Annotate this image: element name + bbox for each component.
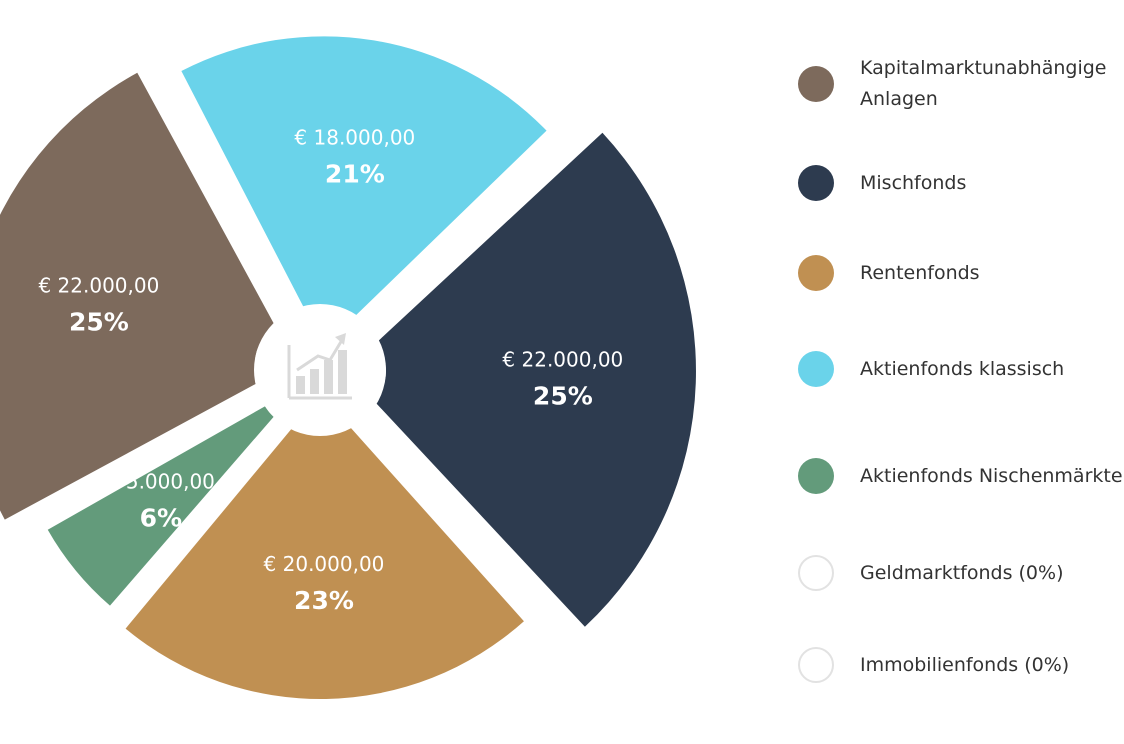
legend-item: Kapitalmarktunabhängige Anlagen: [798, 52, 1124, 116]
pie-slice[interactable]: [0, 72, 276, 520]
slice-amount-label: € 22.000,00: [38, 273, 159, 297]
legend-item: Aktienfonds Nischenmärkte: [798, 444, 1124, 508]
growth-chart-icon: [287, 333, 352, 400]
legend-item: Geldmarktfonds (0%): [798, 541, 1124, 605]
pie-slice[interactable]: [373, 132, 696, 627]
legend-item: Rentenfonds: [798, 241, 1124, 305]
slice-percent-label: 6%: [140, 503, 182, 532]
legend-label: Kapitalmarktunabhängige Anlagen: [860, 57, 1107, 110]
slice-percent-label: 25%: [69, 307, 129, 336]
legend: Kapitalmarktunabhängige Anlagen Mischfond…: [798, 0, 1124, 744]
legend-swatch: [798, 255, 834, 291]
legend-item: Mischfonds: [798, 151, 1124, 215]
pie-labels: € 22.000,00 25% € 18.000,00 21% € 22.000,00 2…: [38, 126, 623, 615]
slice-percent-label: 23%: [294, 586, 354, 615]
slice-amount-label: € 5.000,00: [107, 469, 215, 493]
slice-percent-label: 21%: [325, 160, 385, 189]
slice-amount-label: € 22.000,00: [502, 348, 623, 372]
slice-percent-label: 25%: [533, 382, 593, 411]
slice-amount-label: € 18.000,00: [294, 126, 415, 150]
legend-label: Aktienfonds Nischenmärkte: [860, 464, 1123, 487]
legend-swatch: [798, 351, 834, 387]
legend-swatch: [798, 555, 834, 591]
center-hole: [254, 304, 386, 436]
legend-label: Aktienfonds klassisch: [860, 357, 1065, 380]
legend-label: Mischfonds: [860, 171, 967, 194]
legend-label: Immobilienfonds (0%): [860, 653, 1070, 676]
pie-slice[interactable]: [125, 423, 524, 699]
legend-swatch: [798, 165, 834, 201]
legend-item: Aktienfonds klassisch: [798, 337, 1124, 401]
pie-slice[interactable]: [47, 406, 274, 606]
pie-slices: [0, 36, 696, 699]
legend-swatch: [798, 647, 834, 683]
legend-swatch: [798, 66, 834, 102]
legend-label: Geldmarktfonds (0%): [860, 561, 1064, 584]
pie-chart: € 22.000,00 25% € 18.000,00 21% € 22.000,00 2…: [0, 36, 696, 699]
legend-item: Immobilienfonds (0%): [798, 633, 1124, 697]
legend-swatch: [798, 458, 834, 494]
pie-slice[interactable]: [181, 36, 547, 319]
legend-label: Rentenfonds: [860, 261, 980, 284]
slice-amount-label: € 20.000,00: [264, 552, 385, 576]
